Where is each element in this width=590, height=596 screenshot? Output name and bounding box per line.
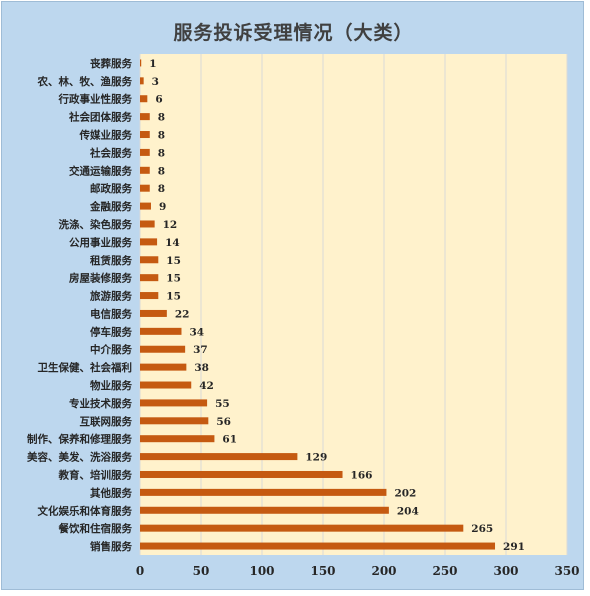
bar-chart: 0 50 100 150 200 250 300 350 丧葬服务 1 农、林、牧、渔服务 3 行政事业… (27, 54, 580, 578)
category-label: 中介服务 (90, 343, 132, 356)
chart-title: 服务投诉受理情况（大类） (173, 22, 414, 44)
x-tick-label: 250 (432, 564, 457, 578)
data-label: 55 (215, 398, 230, 410)
category-label: 邮政服务 (90, 182, 132, 195)
category-label: 交通运输服务 (69, 164, 132, 177)
bar (140, 327, 182, 335)
data-label: 61 (222, 434, 237, 446)
category-label: 农、林、牧、渔服务 (37, 75, 133, 88)
bar (140, 274, 159, 282)
bar (140, 113, 150, 121)
x-tick-label: 150 (310, 564, 335, 578)
data-label: 14 (165, 237, 180, 249)
bar (140, 453, 298, 461)
data-label: 8 (158, 183, 165, 195)
x-tick-label: 50 (193, 564, 210, 578)
category-label: 互联网服务 (80, 415, 133, 428)
bar (140, 381, 192, 389)
bar (140, 399, 208, 407)
data-label: 38 (194, 362, 209, 374)
bar (140, 542, 496, 550)
category-label: 美容、美发、洗浴服务 (27, 451, 132, 464)
data-label: 6 (155, 94, 162, 106)
bar (140, 202, 151, 210)
x-tick-label: 100 (249, 564, 274, 578)
category-label: 专业技术服务 (69, 397, 132, 410)
category-label: 旅游服务 (90, 290, 132, 303)
bar (140, 292, 159, 300)
category-label: 物业服务 (90, 379, 132, 392)
data-label: 12 (163, 219, 178, 231)
bar (140, 131, 150, 139)
bar (140, 506, 389, 514)
category-label: 停车服务 (90, 325, 132, 338)
bar (140, 238, 158, 246)
data-label: 265 (471, 523, 493, 535)
category-label: 餐饮和住宿服务 (58, 522, 133, 535)
chart-frame: 服务投诉受理情况（大类） 0 50 100 150 200 250 300 350 丧葬服务 1 农… (1, 1, 584, 590)
data-label: 56 (216, 416, 231, 428)
x-tick-label: 200 (371, 564, 396, 578)
bar (140, 488, 387, 496)
bar (140, 470, 343, 478)
data-label: 22 (175, 308, 190, 320)
data-label: 15 (166, 273, 181, 285)
data-label: 8 (158, 112, 165, 124)
data-label: 8 (158, 165, 165, 177)
bar (140, 95, 148, 103)
category-label: 电信服务 (90, 307, 132, 320)
category-label: 行政事业性服务 (58, 93, 133, 106)
bar (140, 524, 464, 532)
category-label: 社会团体服务 (68, 111, 132, 124)
category-label: 丧葬服务 (90, 57, 132, 70)
bar (140, 166, 150, 174)
category-label: 教育、培训服务 (58, 468, 133, 481)
bar (140, 59, 142, 67)
bar (140, 417, 209, 425)
data-label: 42 (199, 380, 214, 392)
category-label: 卫生保健、社会福利 (38, 361, 133, 374)
data-label: 129 (305, 452, 327, 464)
bar (140, 435, 215, 443)
category-label: 社会服务 (89, 146, 132, 159)
bar (140, 363, 187, 371)
data-label: 15 (166, 291, 181, 303)
category-label: 房屋装修服务 (69, 272, 132, 285)
bar (140, 77, 144, 85)
bar (140, 184, 150, 192)
category-label: 制作、保养和修理服务 (27, 433, 132, 446)
category-label: 租赁服务 (90, 254, 132, 267)
x-tick-label: 350 (554, 564, 579, 578)
data-label: 166 (351, 469, 373, 481)
data-label: 1 (149, 58, 156, 70)
data-label: 291 (503, 541, 525, 553)
data-label: 204 (397, 505, 419, 517)
category-label: 洗涤、染色服务 (59, 218, 133, 231)
data-label: 37 (193, 344, 208, 356)
category-label: 金融服务 (89, 200, 132, 213)
category-label: 销售服务 (90, 540, 132, 553)
data-label: 202 (394, 487, 416, 499)
category-label: 公用事业服务 (69, 236, 132, 249)
data-label: 34 (189, 326, 204, 338)
category-label: 其他服务 (90, 486, 132, 499)
x-tick-label: 300 (493, 564, 518, 578)
bar (140, 148, 150, 156)
bar (140, 256, 159, 264)
data-label: 15 (166, 255, 181, 267)
data-label: 8 (158, 130, 165, 142)
category-label: 文化娱乐和体育服务 (37, 504, 133, 517)
data-label: 9 (159, 201, 166, 213)
data-label: 3 (152, 76, 159, 88)
category-label: 传媒业服务 (79, 129, 133, 142)
data-label: 8 (158, 147, 165, 159)
bar (140, 220, 155, 228)
bar (140, 345, 186, 353)
x-tick-label: 0 (136, 564, 144, 578)
bar (140, 309, 167, 317)
